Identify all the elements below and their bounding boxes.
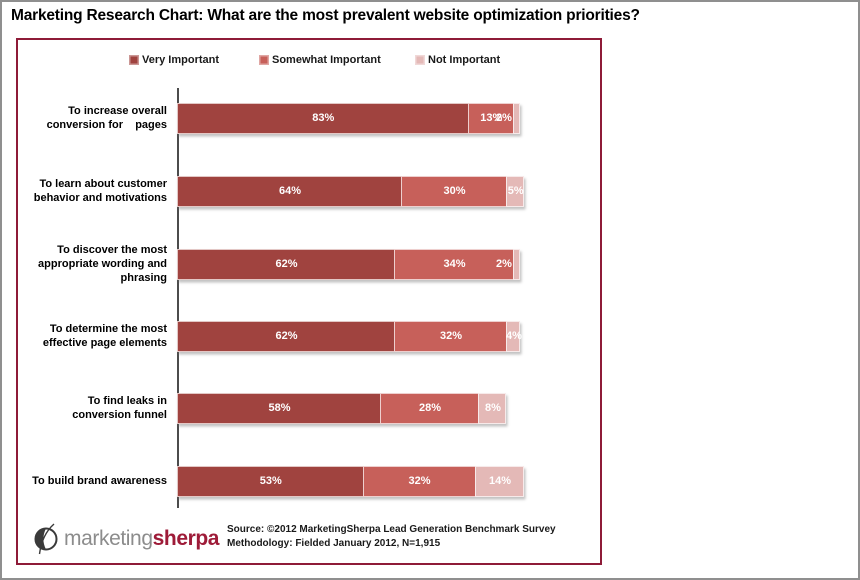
logo-text: marketingsherpa xyxy=(64,527,219,551)
legend-label: Not Important xyxy=(428,54,501,66)
category-label: To learn about customer behavior and mot… xyxy=(33,178,167,204)
bar-value-label: 64% xyxy=(278,185,302,197)
chart-frame: Very Important Somewhat Important Not Im… xyxy=(16,38,602,565)
bar-segment-not-important: 8% xyxy=(478,392,506,424)
stacked-bar: 62% 32% 4% xyxy=(177,320,522,352)
bar-value-label: 4% xyxy=(506,330,522,342)
legend-item-somewhat-important: Somewhat Important xyxy=(259,53,381,67)
bar-value-label: 83% xyxy=(312,112,335,124)
legend-label: Somewhat Important xyxy=(272,54,381,66)
bar-segment-very-important: 62% xyxy=(177,248,394,280)
marketingsherpa-logo-icon xyxy=(34,523,58,555)
category-label: To discover the most appropriate wording… xyxy=(38,244,167,284)
bar-value-label: 34% xyxy=(443,258,466,270)
bar-value-label: 13% xyxy=(480,112,503,124)
stacked-bar: 64% 30% 5% xyxy=(177,175,524,207)
bar-segment-somewhat-important: 28% xyxy=(380,392,478,424)
bar-segment-somewhat-important: 34% xyxy=(394,248,513,280)
category-label: To build brand awareness xyxy=(32,475,167,487)
bar-segment-somewhat-important: 32% xyxy=(394,320,506,352)
bar-value-label: 5% xyxy=(507,185,524,197)
logo-text-sherpa: sherpa xyxy=(152,527,220,550)
category-label: To determine the most effective page ele… xyxy=(42,323,167,349)
source-line-2: Methodology: Fielded January 2012, N=1,9… xyxy=(227,538,441,549)
bar-value-label: 30% xyxy=(443,185,466,197)
source-note: Source: ©2012 MarketingSherpa Lead Gener… xyxy=(227,523,556,551)
bar-segment-somewhat-important: 32% xyxy=(362,465,475,497)
bar-segment-somewhat-important: 30% xyxy=(401,175,506,207)
stacked-bar: 62% 34% 2% xyxy=(177,248,520,280)
bar-segment-not-important: 2% xyxy=(496,248,520,280)
bar-value-label: 14% xyxy=(488,475,512,487)
legend-item-very-important: Very Important xyxy=(129,53,219,67)
bar-segment-not-important: 14% xyxy=(474,465,524,497)
bar-row: To increase overall conversion for pages… xyxy=(18,87,600,149)
bar-value-label: 53% xyxy=(259,475,282,487)
bar-value-label: 8% xyxy=(485,402,501,414)
legend-label: Very Important xyxy=(142,54,220,66)
bar-segment-not-important: 4% xyxy=(506,320,522,352)
legend-swatch-very-important xyxy=(129,55,139,65)
category-label: To find leaks in conversion funnel xyxy=(72,395,167,421)
bar-segment-very-important: 53% xyxy=(177,465,363,497)
bar-row: To build brand awareness 53% 32% 14% xyxy=(18,450,600,512)
bar-row: To learn about customer behavior and mot… xyxy=(18,160,600,222)
bar-value-label: 28% xyxy=(418,402,442,414)
marketingsherpa-logo: marketingsherpa xyxy=(30,523,219,555)
bar-value-label: 62% xyxy=(275,330,298,342)
bar-value-label: 62% xyxy=(275,258,298,270)
bar-segment-very-important: 64% xyxy=(177,175,401,207)
y-axis-line xyxy=(177,88,179,508)
bar-row: To discover the most appropriate wording… xyxy=(18,233,600,295)
bar-value-label: 32% xyxy=(439,330,463,342)
legend-item-not-important: Not Important xyxy=(415,53,500,67)
bar-row: To find leaks in conversion funnel 58% 28%… xyxy=(18,377,600,439)
legend-swatch-not-important xyxy=(415,55,425,65)
plot-area: To increase overall conversion for pages… xyxy=(18,40,600,563)
bar-value-label: 2% xyxy=(496,112,512,124)
bar-segment-not-important: 5% xyxy=(506,175,524,207)
stacked-bar: 58% 28% 8% xyxy=(177,392,506,424)
bar-value-label: 58% xyxy=(268,402,291,414)
bar-segment-very-important: 83% xyxy=(177,102,468,134)
bar-value-label: 32% xyxy=(408,475,431,487)
legend-swatch-somewhat-important xyxy=(259,55,269,65)
category-label: To increase overall conversion for pages xyxy=(46,105,167,131)
bar-segment-very-important: 62% xyxy=(177,320,394,352)
bar-segment-very-important: 58% xyxy=(177,392,380,424)
bar-segment-somewhat-important: 13% xyxy=(467,102,513,134)
bar-value-label: 2% xyxy=(496,258,512,270)
bar-segment-not-important: 2% xyxy=(496,102,520,134)
logo-text-marketing: marketing xyxy=(64,527,153,550)
source-line-1: Source: ©2012 MarketingSherpa Lead Gener… xyxy=(227,524,556,535)
stacked-bar: 53% 32% 14% xyxy=(177,465,524,497)
bar-row: To determine the most effective page ele… xyxy=(18,305,600,367)
page-title: Marketing Research Chart: What are the m… xyxy=(11,7,640,24)
stacked-bar: 83% 13% 2% xyxy=(177,102,520,134)
